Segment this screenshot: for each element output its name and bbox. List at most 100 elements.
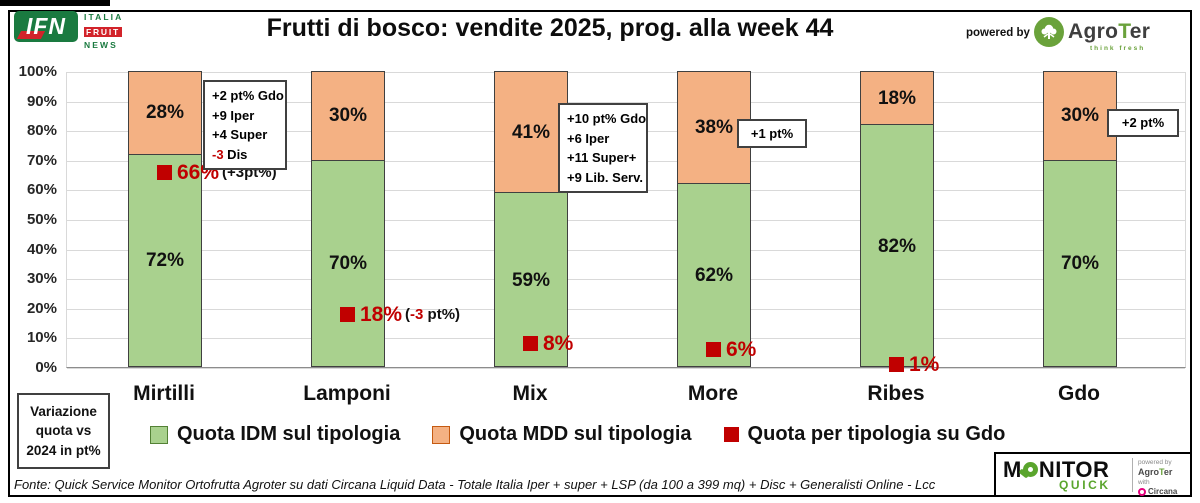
y-axis-label: 30% bbox=[26, 270, 57, 288]
circana-logo: Circana bbox=[1138, 487, 1190, 497]
gdo-share-marker: 8% bbox=[523, 333, 573, 354]
category-label: Gdo bbox=[1058, 382, 1100, 405]
annotation-line: +2 pt% bbox=[1122, 113, 1164, 133]
agroter-tree-icon bbox=[1034, 17, 1064, 47]
bar-segment-idm bbox=[677, 183, 751, 367]
category-label: More bbox=[687, 382, 739, 405]
bar-segment-idm bbox=[860, 124, 934, 367]
annotation-box: +10 pt% Gdo +6 Iper +11 Super+ +9 Lib. Serv… bbox=[558, 103, 648, 193]
annotation-segment: +1 pt% bbox=[750, 125, 794, 141]
annotation-segment: Dis bbox=[223, 146, 248, 162]
monitor-agroter: AgroTer bbox=[1138, 466, 1173, 477]
gridline bbox=[67, 249, 1185, 251]
y-axis-label: 10% bbox=[26, 329, 57, 347]
monitor-word-m: M bbox=[1003, 456, 1022, 482]
legend-label: Quota per tipologia su Gdo bbox=[747, 423, 1006, 445]
y-axis-label: 50% bbox=[26, 211, 57, 228]
gridline bbox=[67, 279, 1185, 281]
agroter-name: AgroTer bbox=[1068, 20, 1151, 43]
marker-delta-segment: -3 bbox=[410, 305, 424, 323]
annotation-box: +2 pt% bbox=[1107, 109, 1179, 137]
category-label: Mirtilli bbox=[133, 382, 195, 405]
marker-value-label: 6% bbox=[726, 338, 757, 362]
bar-label-mdd: 30% bbox=[1060, 105, 1100, 127]
legend-label: Quota MDD sul tipologia bbox=[459, 423, 692, 445]
annotation-line: +2 pt% Gdo bbox=[212, 86, 284, 106]
annotation-segment: +2 pt% Gdo bbox=[212, 88, 284, 103]
gdo-share-marker: 18% (-3 pt%) bbox=[340, 304, 460, 325]
category-label: Mix bbox=[512, 382, 548, 405]
gdo-share-marker-icon bbox=[340, 306, 355, 322]
ifn-logo: IFN bbox=[14, 11, 78, 42]
bar-segment-idm bbox=[1043, 159, 1117, 367]
magnifier-icon bbox=[1018, 462, 1038, 479]
gdo-share-marker-icon bbox=[889, 357, 904, 373]
ifn-abbr: IFN bbox=[25, 13, 67, 39]
variation-note: Variazione quota vs 2024 in pt% bbox=[17, 393, 110, 469]
bar-label-mdd: 41% bbox=[511, 121, 551, 143]
annotation-segment: +9 Iper bbox=[212, 107, 255, 123]
bar-segment-mdd bbox=[311, 71, 385, 161]
bar-label-mdd: 30% bbox=[328, 105, 368, 127]
monitor-credits: powered by AgroTer with Circana bbox=[1132, 457, 1190, 497]
y-axis-label: 80% bbox=[26, 122, 57, 140]
bar-label-mdd: 28% bbox=[145, 102, 185, 124]
gridline bbox=[67, 72, 1185, 73]
quick-word: QUICK bbox=[1059, 477, 1111, 492]
monitor-powered-by: powered by bbox=[1138, 458, 1172, 466]
gdo-share-marker: 1% bbox=[889, 354, 939, 375]
annotation-line: +1 pt% bbox=[751, 124, 793, 144]
y-axis-label: 100% bbox=[18, 63, 57, 80]
annotation-line: +10 pt% Gdo bbox=[567, 109, 646, 129]
y-axis-label: 0% bbox=[35, 359, 57, 376]
annotation-segment: +10 pt% Gdo bbox=[567, 111, 647, 126]
ifn-line-italia: ITALIA bbox=[84, 12, 124, 22]
outer-frame bbox=[8, 10, 1192, 497]
gdo-share-marker-icon bbox=[523, 336, 538, 352]
annotation-line: +4 Super bbox=[212, 125, 278, 145]
monitor-with: with bbox=[1138, 478, 1150, 486]
annotation-segment: +4 Super bbox=[212, 127, 268, 142]
bar-label-idm: 59% bbox=[511, 269, 551, 291]
annotation-line: +9 Iper bbox=[212, 106, 278, 126]
marker-value-label: 18% bbox=[360, 302, 403, 326]
marker-value-label: 8% bbox=[543, 332, 574, 356]
page-title: Frutti di bosco: vendite 2025, prog. all… bbox=[266, 14, 834, 42]
bar-segment-idm bbox=[311, 159, 385, 367]
ifn-line-news: NEWS bbox=[84, 40, 118, 50]
annotation-line: +6 Iper bbox=[567, 129, 639, 149]
bar-label-idm: 82% bbox=[877, 235, 917, 257]
bar-label-idm: 72% bbox=[145, 250, 185, 272]
bar-segment-mdd bbox=[128, 71, 202, 155]
legend-item: Quota MDD sul tipologia bbox=[432, 423, 692, 446]
bar-segment-mdd bbox=[860, 71, 934, 126]
marker-delta-label: (-3 pt%) bbox=[405, 307, 460, 322]
annotation-segment: +6 Iper bbox=[567, 130, 610, 146]
annotation-line: -3 Dis bbox=[212, 145, 278, 165]
agroter-logo: AgroTer bbox=[1034, 17, 1150, 47]
bar-label-mdd: 18% bbox=[877, 87, 917, 109]
annotation-box: +1 pt% bbox=[737, 119, 807, 148]
y-axis-label: 70% bbox=[26, 151, 57, 169]
bar-label-idm: 70% bbox=[328, 253, 368, 275]
annotation-line: +11 Super+ bbox=[567, 148, 639, 168]
top-strip bbox=[0, 0, 110, 6]
category-label: Ribes bbox=[867, 382, 925, 405]
gridline bbox=[67, 101, 1185, 103]
legend-swatch bbox=[432, 425, 451, 444]
gridline bbox=[67, 338, 1185, 340]
annotation-segment: +9 Lib. Serv. bbox=[567, 169, 643, 185]
legend-item: Quota per tipologia su Gdo bbox=[723, 423, 1006, 446]
bar-label-idm: 70% bbox=[1060, 253, 1100, 275]
gridline bbox=[67, 220, 1185, 221]
legend: Quota IDM sul tipologia Quota MDD sul tip… bbox=[150, 423, 1005, 446]
gdo-share-marker-icon bbox=[706, 342, 721, 358]
agroter-tagline: think fresh bbox=[1090, 45, 1146, 52]
gridline bbox=[67, 308, 1185, 310]
legend-swatch bbox=[150, 425, 168, 444]
gdo-share-marker-icon bbox=[157, 164, 172, 180]
ifn-line-fruit: FRUIT bbox=[84, 27, 123, 37]
annotation-segment: +11 Super+ bbox=[567, 150, 637, 165]
bar-label-idm: 62% bbox=[694, 265, 734, 287]
